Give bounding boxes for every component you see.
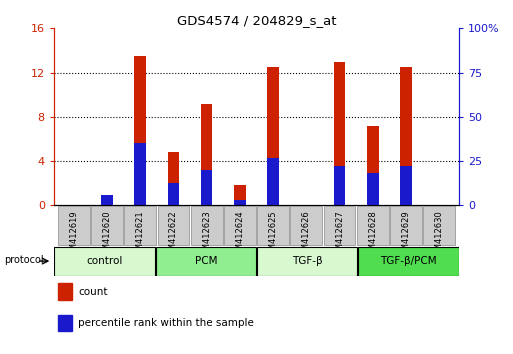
Bar [257, 206, 289, 245]
Bar [224, 206, 256, 245]
Text: GSM412626: GSM412626 [302, 210, 311, 261]
Bar [134, 143, 146, 205]
Text: GSM412622: GSM412622 [169, 210, 178, 261]
Bar [58, 283, 72, 300]
Bar [201, 104, 212, 205]
Text: GSM412624: GSM412624 [235, 210, 244, 261]
Bar [367, 173, 379, 205]
Bar [157, 206, 189, 245]
Title: GDS4574 / 204829_s_at: GDS4574 / 204829_s_at [177, 14, 336, 27]
Bar [267, 67, 279, 205]
Text: percentile rank within the sample: percentile rank within the sample [78, 318, 254, 328]
Text: count: count [78, 287, 108, 297]
Text: GSM412625: GSM412625 [269, 210, 278, 261]
Bar [257, 247, 358, 275]
Text: GSM412629: GSM412629 [402, 210, 410, 261]
Bar [423, 206, 455, 245]
Bar [267, 158, 279, 205]
Bar [367, 126, 379, 205]
Text: GSM412623: GSM412623 [202, 210, 211, 261]
Bar [234, 185, 246, 205]
Text: GSM412628: GSM412628 [368, 210, 377, 261]
Text: GSM412619: GSM412619 [69, 210, 78, 261]
Bar [334, 62, 345, 205]
Bar [358, 247, 459, 275]
Bar [400, 166, 412, 205]
Bar [400, 67, 412, 205]
Text: protocol: protocol [4, 255, 44, 264]
Text: GSM412630: GSM412630 [435, 210, 444, 261]
Bar [357, 206, 389, 245]
Bar [58, 315, 72, 331]
Bar [91, 206, 123, 245]
Bar [334, 166, 345, 205]
Bar [324, 206, 356, 245]
Text: PCM: PCM [194, 256, 217, 266]
Bar [168, 183, 179, 205]
Bar [234, 200, 246, 205]
Bar [124, 206, 156, 245]
Text: GSM412621: GSM412621 [136, 210, 145, 261]
Bar [54, 247, 155, 275]
Bar [101, 195, 113, 205]
Text: GSM412620: GSM412620 [103, 210, 111, 261]
Text: control: control [86, 256, 123, 266]
Bar [58, 206, 90, 245]
Bar [168, 152, 179, 205]
Bar [101, 200, 113, 205]
Bar [134, 56, 146, 205]
Text: GSM412627: GSM412627 [335, 210, 344, 261]
Bar [290, 206, 322, 245]
Bar [155, 247, 256, 275]
Bar [390, 206, 422, 245]
Bar [201, 170, 212, 205]
Bar [191, 206, 223, 245]
Text: TGF-β/PCM: TGF-β/PCM [380, 256, 437, 266]
Text: TGF-β: TGF-β [292, 256, 323, 266]
